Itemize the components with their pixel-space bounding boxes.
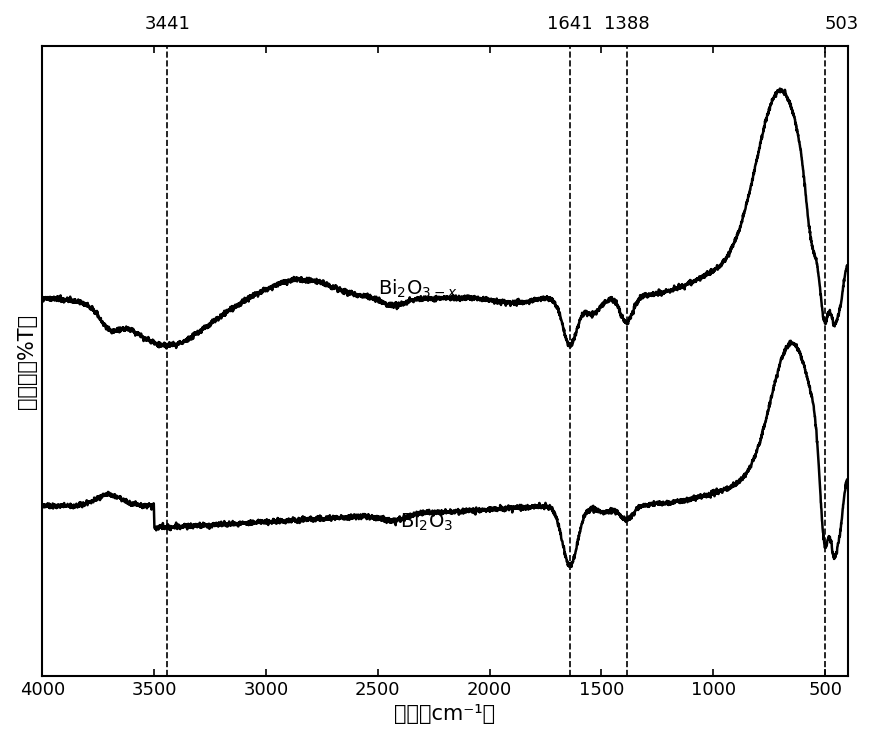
Y-axis label: 透射比（%T）: 透射比（%T） [17,313,37,408]
Text: 1388: 1388 [603,16,649,33]
Text: 3441: 3441 [144,16,190,33]
Text: Bi$_2$O$_3$: Bi$_2$O$_3$ [399,511,453,533]
Text: 1641: 1641 [546,16,592,33]
Text: Bi$_2$O$_{3-x}$: Bi$_2$O$_{3-x}$ [378,277,457,299]
X-axis label: 波数（cm⁻¹）: 波数（cm⁻¹） [394,705,495,725]
Text: 503: 503 [824,16,858,33]
